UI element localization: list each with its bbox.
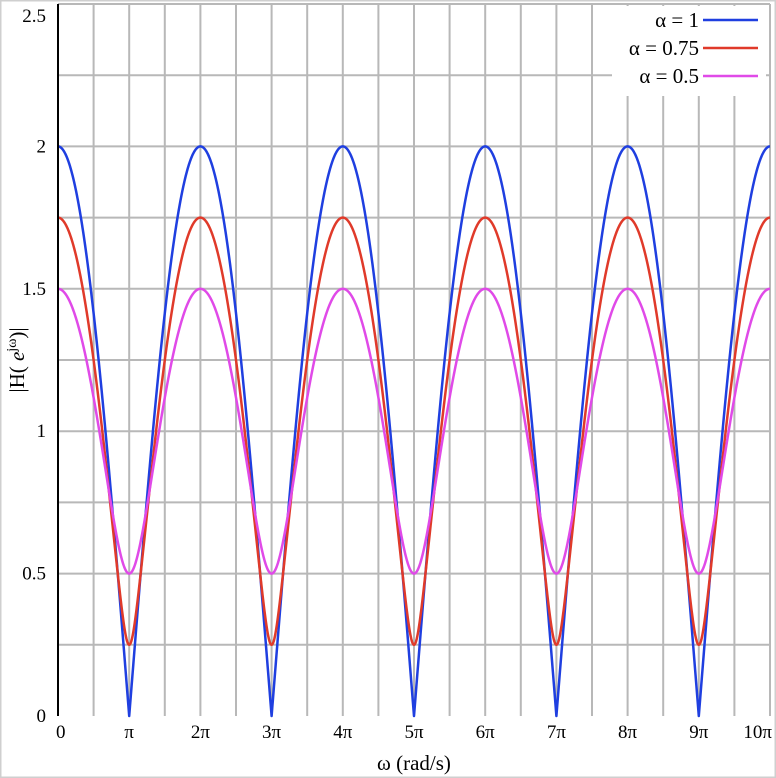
- y-tick-label: 0.5: [22, 564, 46, 585]
- x-tick-label: 7π: [547, 722, 567, 743]
- legend: α = 1 α = 0.75 α = 0.5: [612, 6, 766, 96]
- y-tick-label: 1: [37, 421, 47, 442]
- series-line: [57, 145, 771, 718]
- x-tick-label: 2π: [191, 722, 211, 743]
- y-tick-label: 0: [37, 706, 47, 727]
- x-tick-label: 0: [56, 722, 66, 743]
- y-tick-label: 2.5: [22, 6, 46, 27]
- x-axis-label: ω (rad/s): [377, 751, 451, 775]
- legend-label: α = 0.75: [629, 36, 699, 60]
- x-tick-label: 9π: [689, 722, 709, 743]
- y-axis-label: |H( ejω)|: [5, 327, 29, 392]
- x-tick-label: 3π: [262, 722, 282, 743]
- y-axis-label-bar-open: |: [5, 388, 29, 392]
- y-axis-label-exp: jω: [5, 339, 20, 353]
- x-tick-labels: 0 π 2π 3π 4π 5π 6π 7π 8π 9π 10π: [56, 722, 772, 743]
- y-tick-labels: 0 0.5 1 1.5 2 2.5: [22, 6, 46, 727]
- x-tick-label: 5π: [404, 722, 424, 743]
- y-axis-label-bar-close: |: [5, 327, 29, 331]
- x-tick-label: 8π: [618, 722, 638, 743]
- legend-label: α = 0.5: [639, 64, 699, 88]
- y-axis-label-base: H(: [5, 361, 29, 388]
- x-tick-label: π: [124, 722, 134, 743]
- y-axis-label-exp-base: e: [5, 352, 29, 361]
- x-tick-label: 6π: [476, 722, 496, 743]
- series-line: [57, 216, 771, 647]
- y-tick-label: 1.5: [22, 279, 46, 300]
- y-axis-label-close: ): [5, 332, 29, 339]
- svg-text:|H( ejω)|: |H( ejω)|: [5, 327, 29, 392]
- y-tick-label: 2: [37, 136, 47, 157]
- x-tick-label: 10π: [743, 722, 772, 743]
- x-tick-label: 4π: [333, 722, 353, 743]
- series-curves: [57, 145, 771, 718]
- series-line: [57, 287, 771, 575]
- legend-label: α = 1: [655, 8, 699, 32]
